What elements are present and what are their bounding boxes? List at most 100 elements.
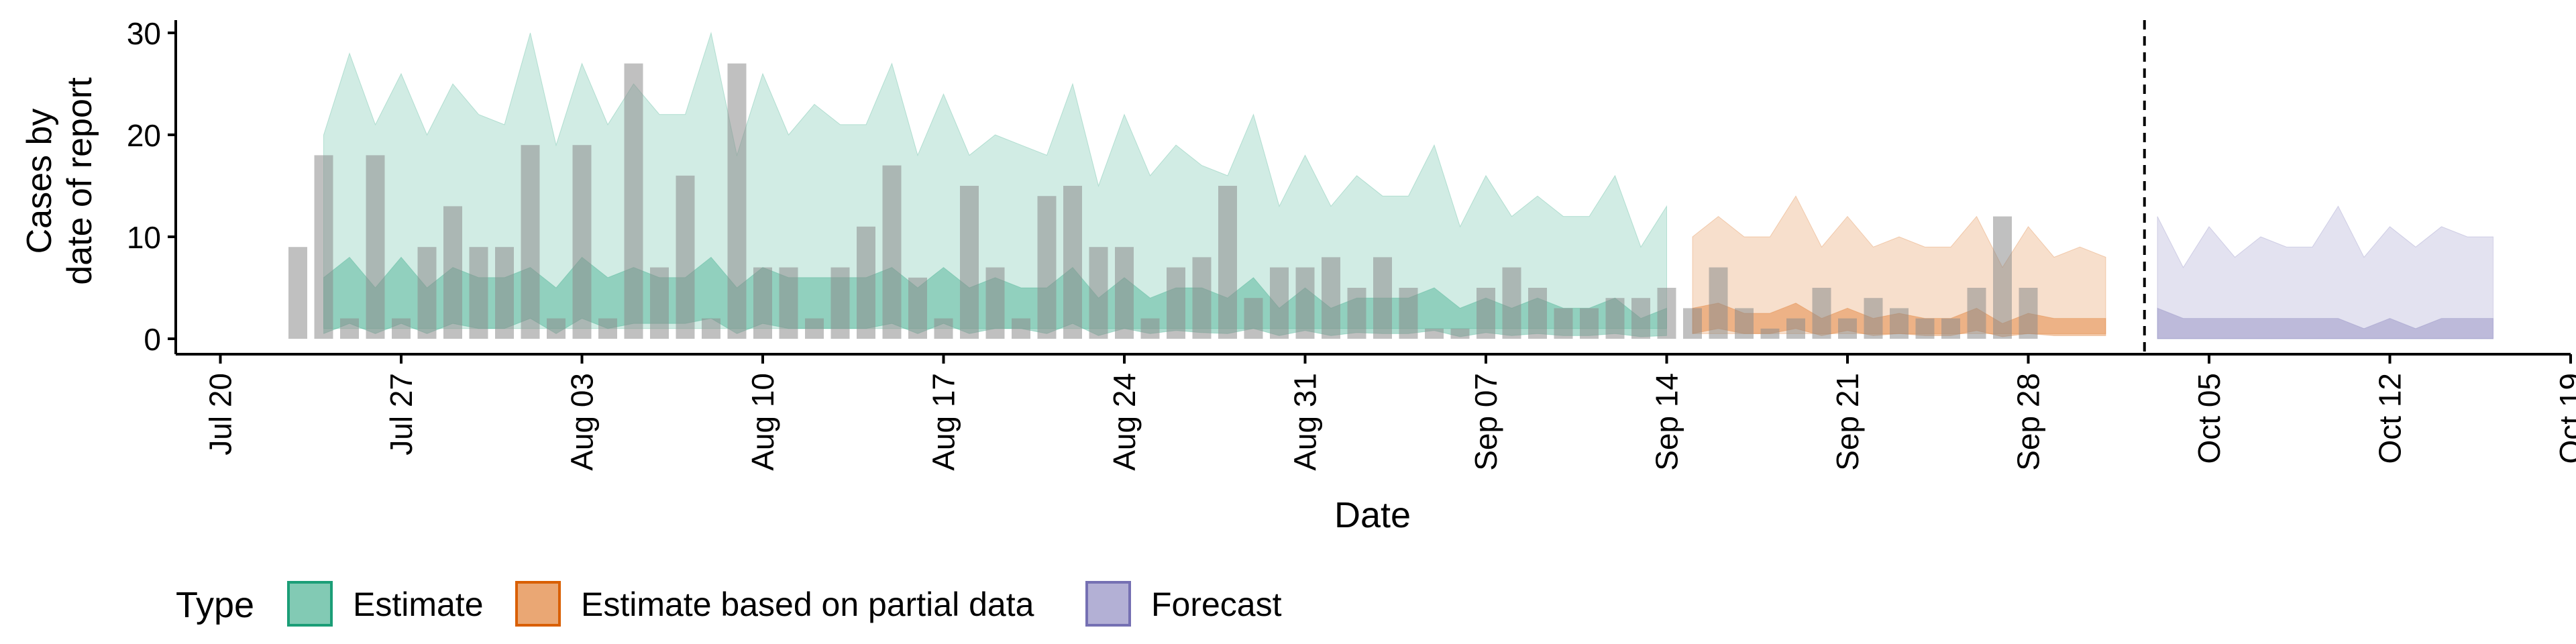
legend-label-estimate: Estimate <box>353 586 484 623</box>
x-tick-label: Jul 27 <box>384 373 419 455</box>
report-bar <box>960 186 979 339</box>
report-bar <box>1864 298 1883 339</box>
axes-layer <box>174 20 2571 356</box>
report-bar <box>1683 308 1702 339</box>
report-bar <box>1450 328 1470 339</box>
report-bar <box>650 267 669 339</box>
report-bar <box>1218 186 1237 339</box>
report-bar <box>1605 298 1625 339</box>
report-bar <box>1192 257 1212 339</box>
report-bar <box>1812 288 1831 339</box>
report-bar <box>2019 288 2038 339</box>
report-bar <box>1890 308 1909 339</box>
x-tick-label: Aug 24 <box>1107 373 1142 471</box>
report-bar <box>1399 288 1418 339</box>
report-bar <box>572 145 592 339</box>
report-bar <box>469 247 488 339</box>
report-bar <box>1140 318 1160 339</box>
report-bar <box>727 63 747 339</box>
x-ticks: Jul 20 Jul 27 Aug 03 Aug 10 Aug 17 Aug 24 Aug … <box>203 354 2576 471</box>
report-bar <box>1347 288 1366 339</box>
report-bar <box>1322 257 1340 339</box>
report-bar <box>1528 288 1547 339</box>
report-bar <box>1477 288 1495 339</box>
report-bar <box>1167 267 1185 339</box>
report-bar <box>340 318 359 339</box>
report-bar <box>1554 308 1573 339</box>
report-bar <box>1993 216 2012 339</box>
report-bar <box>1580 308 1599 339</box>
report-bar <box>1063 186 1082 339</box>
report-bar <box>1786 318 1805 339</box>
report-bar <box>417 247 437 339</box>
report-bar <box>314 155 333 339</box>
report-bar <box>1838 318 1857 339</box>
report-bar <box>1425 328 1444 339</box>
report-bar <box>521 145 540 339</box>
report-bar <box>1631 298 1650 339</box>
legend: Type Estimate Estimate based on partial d… <box>176 581 1282 627</box>
report-bar <box>288 247 307 339</box>
report-bar <box>1244 298 1263 339</box>
report-bar <box>598 318 617 339</box>
report-bar <box>908 277 927 339</box>
report-bar <box>366 155 385 339</box>
report-bar <box>1502 267 1521 339</box>
y-tick-label: 0 <box>144 322 161 357</box>
report-bar <box>779 267 798 339</box>
legend-swatch-forecast <box>1085 581 1131 627</box>
y-tick-label: 20 <box>127 118 161 153</box>
y-axis-label-line-2: date of report <box>60 77 99 285</box>
report-bar <box>1760 328 1780 339</box>
x-tick-label: Sep 14 <box>1650 373 1684 471</box>
report-bar <box>1037 196 1057 339</box>
x-tick-label: Aug 03 <box>565 373 600 471</box>
ribbon-50-forecast <box>2157 307 2493 339</box>
legend-label-estimate-based-on-partial-data: Estimate based on partial data <box>581 586 1034 623</box>
legend-swatch-estimate <box>287 581 333 627</box>
report-bar <box>702 318 720 339</box>
x-axis-label: Date <box>1334 495 1411 535</box>
report-bar <box>443 206 462 339</box>
report-bar <box>495 247 514 339</box>
report-bar <box>676 175 695 339</box>
report-bar <box>1709 267 1728 339</box>
report-bar <box>624 63 643 339</box>
x-tick-label: Oct 12 <box>2373 373 2408 464</box>
report-bar <box>392 318 411 339</box>
x-tick-label: Sep 28 <box>2011 373 2046 471</box>
y-axis-label-line-1: Cases by <box>20 109 59 254</box>
ribbon-90-forecast <box>2157 205 2493 339</box>
legend-label-forecast: Forecast <box>1151 586 1282 623</box>
report-bar <box>1915 318 1935 339</box>
x-tick-label: Aug 31 <box>1288 373 1323 471</box>
report-bar <box>1967 288 1986 339</box>
report-bar <box>985 267 1005 339</box>
report-bar <box>934 318 953 339</box>
report-bar <box>1373 257 1392 339</box>
y-tick-label: 10 <box>127 220 161 255</box>
report-bar <box>1657 288 1676 339</box>
y-tick-label: 30 <box>127 16 161 51</box>
x-tick-label: Aug 10 <box>745 373 780 471</box>
bar-layer <box>288 63 2038 339</box>
report-bar <box>1012 318 1030 339</box>
y-ticks: 0 10 20 30 <box>127 16 176 357</box>
x-tick-label: Oct 19 <box>2553 373 2576 464</box>
report-bar <box>805 318 824 339</box>
x-tick-label: Jul 20 <box>203 373 238 455</box>
report-bar <box>753 267 772 339</box>
x-tick-label: Aug 17 <box>926 373 961 471</box>
report-bar <box>1115 247 1134 339</box>
x-tick-label: Sep 07 <box>1468 373 1503 471</box>
report-bar <box>1089 247 1108 339</box>
report-bar <box>1941 318 1960 339</box>
report-bar <box>830 267 850 339</box>
legend-title: Type <box>176 585 254 625</box>
report-bar <box>882 165 902 339</box>
x-tick-label: Sep 21 <box>1830 373 1865 471</box>
report-bar <box>1270 267 1289 339</box>
report-bar <box>547 318 566 339</box>
legend-swatch-estimate-based-on-partial-data <box>515 581 561 627</box>
